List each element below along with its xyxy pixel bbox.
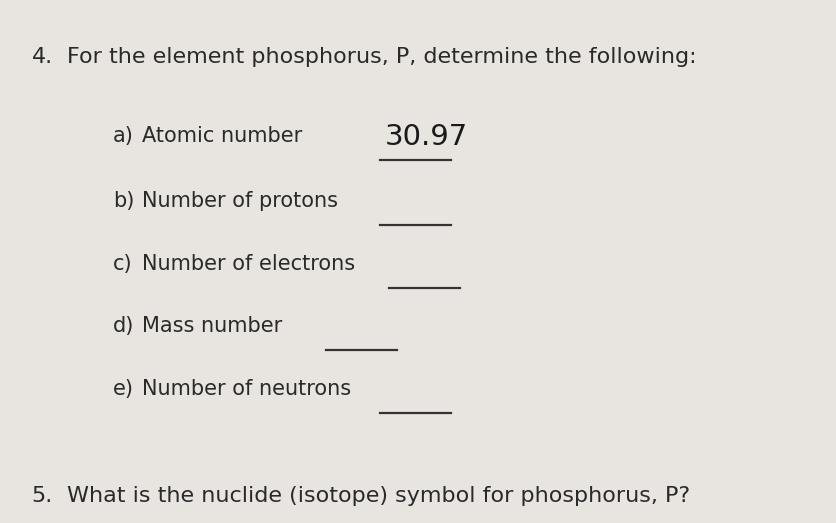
Text: For the element phosphorus, P, determine the following:: For the element phosphorus, P, determine…: [67, 47, 696, 67]
Text: What is the nuclide (isotope) symbol for phosphorus, P?: What is the nuclide (isotope) symbol for…: [67, 486, 690, 506]
Text: Number of electrons: Number of electrons: [142, 254, 355, 274]
Text: e): e): [113, 379, 134, 399]
Text: b): b): [113, 191, 135, 211]
Text: 5.: 5.: [32, 486, 53, 506]
Text: 30.97: 30.97: [385, 123, 468, 151]
Text: a): a): [113, 126, 134, 145]
Text: Number of protons: Number of protons: [142, 191, 338, 211]
Text: Mass number: Mass number: [142, 316, 283, 336]
Text: 4.: 4.: [32, 47, 53, 67]
Text: Number of neutrons: Number of neutrons: [142, 379, 351, 399]
Text: Atomic number: Atomic number: [142, 126, 303, 145]
Text: d): d): [113, 316, 135, 336]
Text: c): c): [113, 254, 132, 274]
